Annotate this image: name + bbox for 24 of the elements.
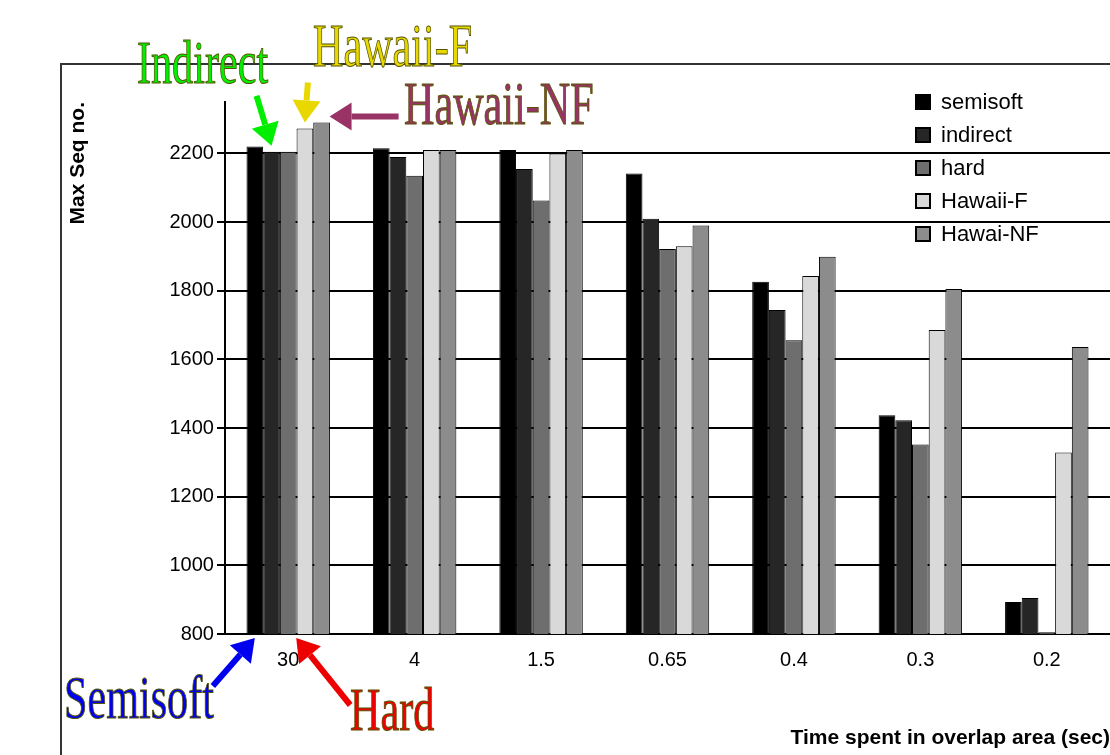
legend-label: Hawaii-F — [941, 187, 1028, 215]
x-tick-label: 30 — [277, 647, 300, 670]
legend-label: semisoft — [941, 88, 1023, 116]
y-tick-label: 1600 — [169, 346, 214, 369]
legend-label: indirect — [941, 121, 1012, 149]
x-tick-label: 0.65 — [648, 647, 687, 670]
y-tick-label: 1800 — [169, 278, 214, 301]
legend-label: hard — [941, 154, 986, 182]
y-axis-title: Max Seq no. — [65, 102, 89, 225]
text: Hard — [350, 674, 435, 745]
text: Semisoft — [64, 662, 214, 733]
y-tick-label: 2200 — [169, 141, 214, 163]
x-axis-title: Time spent in overlap area (sec) — [790, 725, 1110, 749]
y-tick-label: 800 — [180, 621, 214, 644]
x-tick-label: 1.5 — [527, 647, 555, 670]
y-tick-label: 1400 — [169, 415, 214, 438]
y-tick-label: 1000 — [169, 552, 214, 575]
x-tick-label: 0.4 — [780, 647, 808, 670]
x-tick-label: 4 — [409, 647, 421, 670]
legend-label: Hawai-NF — [941, 220, 1039, 248]
y-tick-label: 1200 — [169, 484, 214, 507]
x-tick-label: 0.3 — [906, 647, 935, 670]
x-tick-label: 0.2 — [1032, 647, 1061, 670]
y-tick-label: 2000 — [169, 209, 214, 232]
